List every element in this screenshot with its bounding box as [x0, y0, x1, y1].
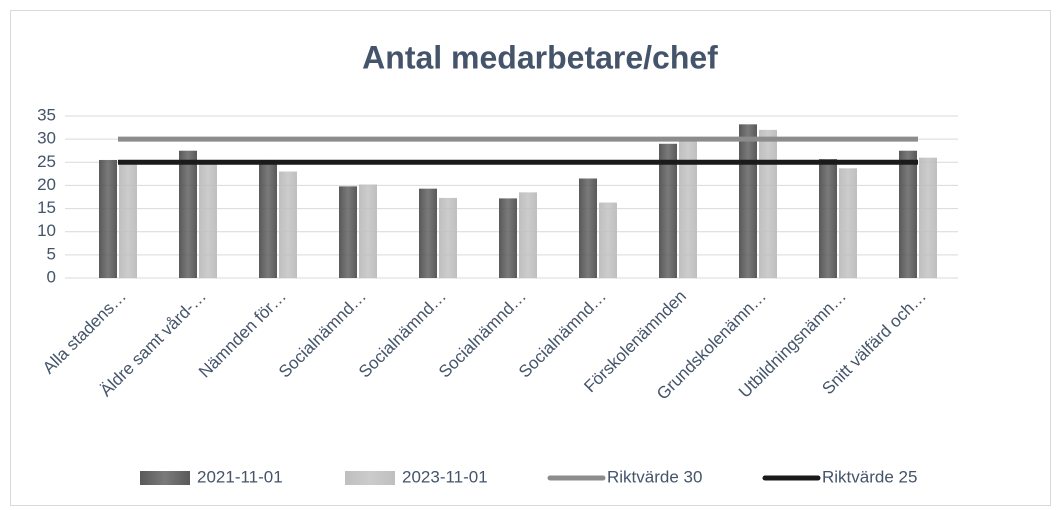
bar — [919, 157, 937, 278]
legend-label: 2023-11-01 — [402, 467, 488, 486]
legend-label: 2021-11-01 — [197, 467, 283, 486]
bar — [579, 178, 597, 278]
bar — [599, 202, 617, 278]
legend-label: Riktvärde 25 — [822, 467, 917, 486]
bar — [279, 171, 297, 278]
y-tick-label: 10 — [37, 221, 56, 240]
bar — [739, 124, 757, 279]
bar — [199, 162, 217, 278]
bar — [99, 159, 117, 278]
y-tick-label: 20 — [37, 175, 56, 194]
bar — [899, 150, 917, 278]
bar — [499, 198, 517, 278]
bar — [419, 188, 437, 278]
y-tick-label: 5 — [47, 244, 56, 263]
legend-label: Riktvärde 30 — [607, 467, 702, 486]
bar — [259, 159, 277, 278]
bar — [359, 184, 377, 278]
y-tick-label: 35 — [37, 105, 56, 124]
bar — [119, 164, 137, 278]
bar — [839, 168, 857, 278]
bar — [179, 150, 197, 278]
bar — [819, 159, 837, 278]
bar — [679, 141, 697, 278]
bar — [519, 192, 537, 278]
y-tick-label: 25 — [37, 152, 56, 171]
bar — [339, 186, 357, 278]
bar — [439, 197, 457, 278]
bar — [659, 143, 677, 278]
legend-swatch — [140, 471, 190, 485]
legend-swatch — [345, 471, 395, 485]
y-tick-label: 0 — [47, 267, 56, 286]
chart-title: Antal medarbetare/chef — [362, 39, 718, 75]
y-tick-label: 30 — [37, 129, 56, 148]
y-tick-label: 15 — [37, 198, 56, 217]
bar — [759, 129, 777, 278]
